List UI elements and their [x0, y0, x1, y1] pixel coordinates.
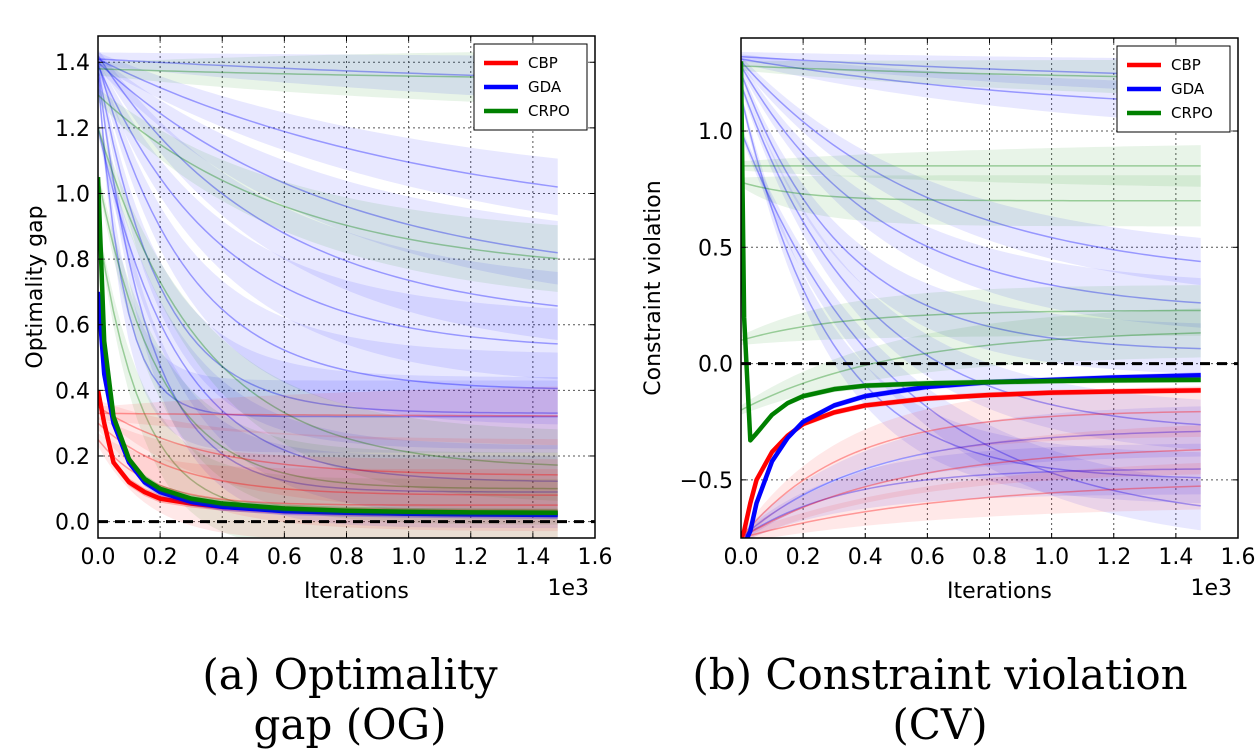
x-tick-label: 1.2 [1096, 545, 1131, 570]
y-tick-label: 1.2 [55, 117, 90, 142]
x-tick-label: 1.4 [515, 545, 550, 570]
legend-label-cbp: CBP [528, 54, 558, 72]
x-tick-label: 0.4 [848, 545, 883, 570]
x-tick-label: 0.0 [724, 545, 759, 570]
x-tick-label: 1.4 [1158, 545, 1193, 570]
legend-label-crpo: CRPO [528, 102, 570, 120]
y-tick-label: 0.6 [55, 314, 90, 339]
x-tick-label: 0.6 [910, 545, 945, 570]
legend: CBP GDA CRPO [1117, 46, 1230, 132]
y-tick-label: −0.5 [680, 469, 733, 494]
x-tick-label: 0.8 [972, 545, 1007, 570]
y-tick-label: 1.0 [55, 182, 90, 207]
x-tick-label: 1.0 [391, 545, 426, 570]
x-tick-label: 1.2 [453, 545, 488, 570]
legend-label-gda: GDA [528, 78, 562, 96]
x-tick-label: 0.4 [205, 545, 240, 570]
y-tick-label: 0.8 [55, 248, 90, 273]
y-tick-label: 0.4 [55, 379, 90, 404]
x-multiplier-label: 1e3 [1190, 576, 1232, 601]
x-tick-label: 1.6 [1221, 545, 1255, 570]
panel-optimality-gap: 0.0 0.2 0.4 0.6 0.8 1.0 1.2 1.4 1.6 0.0 0.2 0.4 0.6 0… [23, 36, 613, 604]
x-multiplier-label: 1e3 [547, 576, 589, 601]
y-tick-label: 0.5 [698, 236, 733, 261]
y-tick-label: 1.0 [698, 120, 733, 145]
x-tick-label: 1.6 [578, 545, 613, 570]
x-tick-label: 0.6 [267, 545, 302, 570]
x-tick-label: 1.0 [1034, 545, 1069, 570]
legend-label-gda: GDA [1171, 80, 1205, 98]
x-tick-label: 0.2 [143, 545, 178, 570]
caption-optimality-gap: (a) Optimality gap (OG) [160, 650, 540, 750]
y-tick-label: 0.2 [55, 445, 90, 470]
y-axis-label: Constraint violation [641, 180, 666, 395]
x-tick-label: 0.2 [786, 545, 821, 570]
legend: CBP GDA CRPO [474, 44, 587, 130]
x-tick-label: 0.8 [329, 545, 364, 570]
legend-label-cbp: CBP [1171, 56, 1201, 74]
y-axis-label: Optimality gap [23, 205, 48, 368]
legend-label-crpo: CRPO [1171, 104, 1213, 122]
caption-constraint-violation: (b) Constraint violation (CV) [680, 650, 1200, 750]
x-tick-label: 0.0 [81, 545, 116, 570]
x-axis-label: Iterations [947, 579, 1052, 604]
panel-constraint-violation: 0.0 0.2 0.4 0.6 0.8 1.0 1.2 1.4 1.6 −0.5 0.0 0.5 1.0… [641, 38, 1255, 604]
x-axis-label: Iterations [304, 579, 409, 604]
y-tick-label: 0.0 [55, 511, 90, 536]
y-tick-label: 1.4 [55, 51, 90, 76]
y-tick-label: 0.0 [698, 353, 733, 378]
